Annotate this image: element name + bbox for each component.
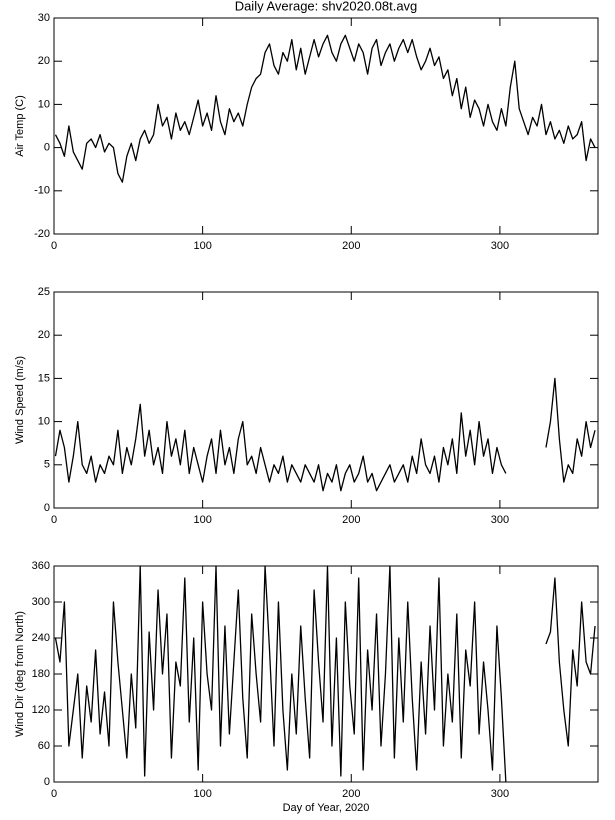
y-tick-label: 20 xyxy=(38,55,50,67)
x-tick-label: 0 xyxy=(51,514,57,526)
y-tick-label: 10 xyxy=(38,98,50,110)
x-tick-label: 200 xyxy=(342,514,360,526)
data-line xyxy=(54,377,596,492)
y-tick-label: 180 xyxy=(32,668,50,680)
y-tick-label: 0 xyxy=(44,142,50,154)
data-line xyxy=(54,565,596,783)
y-tick-label: 240 xyxy=(32,632,50,644)
x-tick-label: 0 xyxy=(51,240,57,252)
y-tick-label: 20 xyxy=(38,329,50,341)
y-tick-label: -10 xyxy=(34,185,50,197)
y-axis-label: Wind Speed (m/s) xyxy=(14,356,26,444)
y-tick-label: 30 xyxy=(38,12,50,24)
x-tick-label: 200 xyxy=(342,240,360,252)
plot-frame xyxy=(53,291,599,509)
x-tick-label: 300 xyxy=(491,240,509,252)
y-tick-label: 300 xyxy=(32,596,50,608)
y-tick-label: 15 xyxy=(38,372,50,384)
y-axis-label: Wind Dir (deg from North) xyxy=(14,611,26,737)
x-tick-label: 100 xyxy=(193,514,211,526)
y-tick-label: 60 xyxy=(38,740,50,752)
y-tick-label: 25 xyxy=(38,286,50,298)
x-tick-label: 300 xyxy=(491,788,509,800)
y-tick-label: -20 xyxy=(34,228,50,240)
y-tick-label: 120 xyxy=(32,704,50,716)
y-axis-label: Air Temp (C) xyxy=(14,95,26,157)
x-tick-label: 200 xyxy=(342,788,360,800)
chart-title: Daily Average: shv2020.08t.avg xyxy=(235,0,418,13)
y-tick-label: 10 xyxy=(38,416,50,428)
y-tick-label: 0 xyxy=(44,776,50,788)
x-axis-label: Day of Year, 2020 xyxy=(283,802,370,814)
y-tick-label: 360 xyxy=(32,560,50,572)
x-tick-label: 100 xyxy=(193,240,211,252)
y-tick-label: 0 xyxy=(44,502,50,514)
plot-frame xyxy=(53,17,599,235)
x-tick-label: 100 xyxy=(193,788,211,800)
data-line xyxy=(54,34,596,183)
x-tick-label: 0 xyxy=(51,788,57,800)
x-tick-label: 300 xyxy=(491,514,509,526)
y-tick-label: 5 xyxy=(44,459,50,471)
